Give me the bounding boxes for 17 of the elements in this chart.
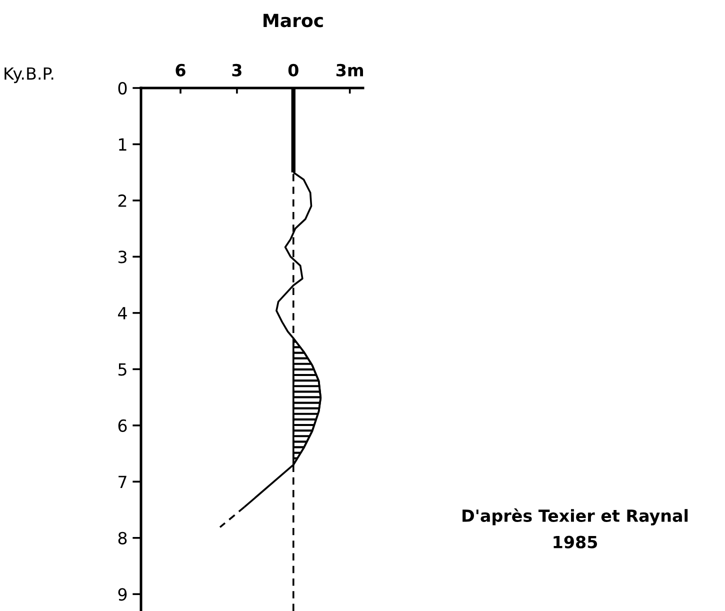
y-tick-label: 5 xyxy=(118,363,126,376)
y-tick-label: 9 xyxy=(118,588,127,601)
y-tick-label: 4 xyxy=(118,307,127,320)
chart-title: Maroc xyxy=(264,14,323,28)
x-tick-label: 0 xyxy=(288,64,298,76)
x-tick-label: 3m xyxy=(336,64,363,76)
text: D'après Texier et Raynal 1985 xyxy=(462,508,688,548)
y-axis-title: Ky.B.P. xyxy=(4,67,54,84)
y-tick-label: 2 xyxy=(118,194,126,207)
x-tick-label: 3 xyxy=(232,64,242,76)
y-tick-label: 6 xyxy=(118,419,127,432)
y-tick-label: 3 xyxy=(118,250,126,264)
y-tick-label: 1 xyxy=(119,138,126,151)
y-tick-label: 8 xyxy=(118,532,127,544)
y-tick-label: 7 xyxy=(118,476,126,488)
x-tick-label: 6 xyxy=(176,64,186,76)
y-tick-label: 0 xyxy=(118,82,127,95)
